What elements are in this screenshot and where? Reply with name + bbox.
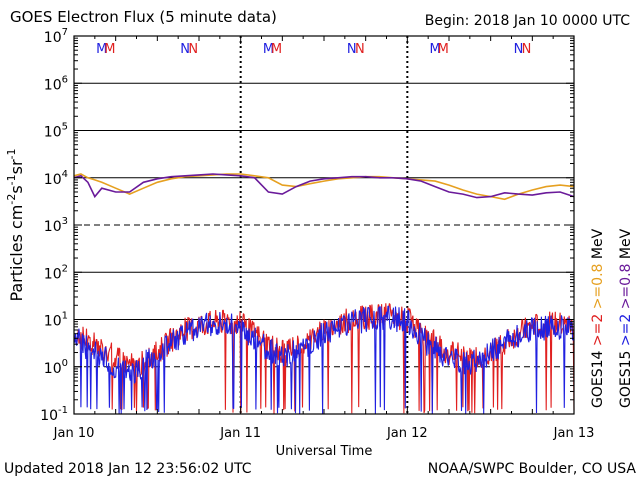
y-tick-label: 101 [44,311,68,330]
series-line [73,173,575,199]
series-layer [73,173,575,414]
marker-label: N [188,42,198,57]
updated-timestamp: Updated 2018 Jan 12 23:56:02 UTC [4,461,252,477]
satellite-markers: MM NN MM NN MM NN [96,42,531,57]
x-tick-label: Jan 13 [553,426,595,441]
y-tick-label: 100 [44,358,68,377]
marker-label: M [96,42,107,57]
y-tick-label: 105 [44,122,68,141]
legend-column: GOES15 >=2 >=0.8 MeV [618,228,634,408]
begin-label: Begin: 2018 Jan 10 0000 UTC [424,13,630,29]
y-tick-label: 107 [44,27,68,46]
marker-label: N [514,42,524,57]
y-tick-label: 104 [44,169,68,188]
series-line-noisy [73,303,575,414]
x-axis: Jan 10 Jan 11 Jan 12 Jan 13 [53,36,595,441]
marker-label: N [347,42,357,57]
y-axis-title: Particles cm-2s-1sr-1 [5,148,26,301]
y-axis: 10-1 100 101 102 103 104 105 106 107 [40,27,574,424]
marker-label: N [522,42,532,57]
marker-label: M [430,42,441,57]
y-tick-label: 106 [44,74,68,93]
x-tick-label: Jan 10 [53,426,95,441]
series-line [73,173,575,201]
legend-column: GOES14 >=2 >=0.8 MeV [590,228,606,408]
credit-line: NOAA/SWPC Boulder, CO USA [427,461,636,477]
marker-label: M [104,42,115,57]
marker-label: M [438,42,449,57]
x-axis-title: Universal Time [276,444,373,459]
x-tick-label: Jan 11 [219,426,261,441]
marker-label: N [355,42,365,57]
legend: GOES14 >=2 >=0.8 MeV GOES15 >=2 >=0.8 MeV [590,228,634,408]
y-tick-label: 103 [44,216,68,235]
chart-title: GOES Electron Flux (5 minute data) [10,8,277,26]
y-tick-label: 10-1 [40,405,68,424]
x-tick-label: Jan 12 [386,426,428,441]
marker-label: M [263,42,274,57]
marker-label: N [180,42,190,57]
marker-label: M [271,42,282,57]
y-tick-label: 102 [44,263,68,282]
